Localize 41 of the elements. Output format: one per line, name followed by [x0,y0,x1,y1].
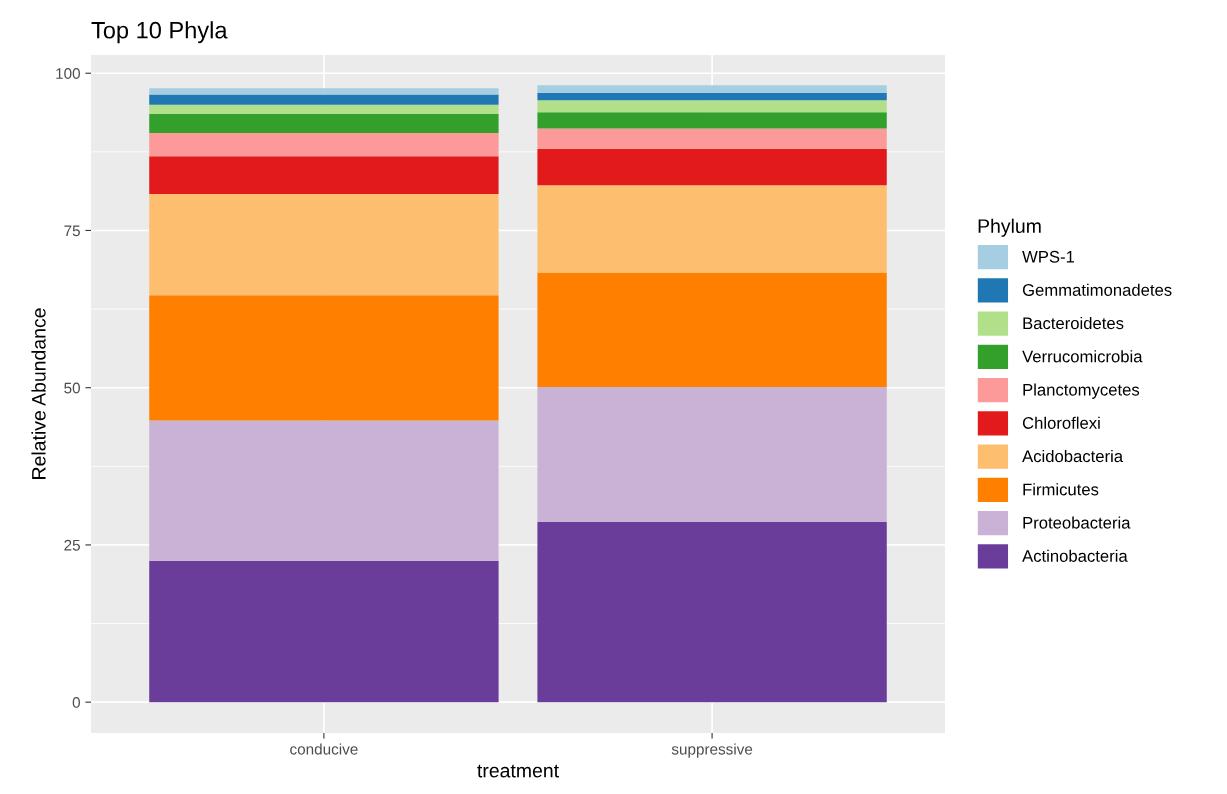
bar [537,148,887,186]
bar [537,112,887,129]
x-tick-label: conducive [290,743,358,755]
legend-label: Chloroflexi [1022,416,1100,429]
y-tick-label: 0 [72,697,80,708]
legend-label: Proteobacteria [1023,516,1131,529]
x-axis-title: treatment [477,764,559,778]
y-tick-label: 50 [64,382,80,394]
bar [149,132,499,157]
bar [149,104,499,115]
bar [537,100,887,113]
y-axis-title: Relative Abundance [31,308,46,479]
bar [537,185,887,273]
y-tick-label: 75 [64,225,80,237]
bar [149,114,499,133]
y-tick-label: 100 [56,68,80,79]
bar [537,85,887,93]
chart-title: Top 10 Phyla [91,21,228,44]
x-tick-label: suppressive [671,743,753,758]
legend-label: WPS-1 [1022,250,1075,263]
legend-label: Acidobacteria [1022,449,1124,463]
legend-title: Phylum [978,218,1041,237]
bar [149,94,499,105]
bar [149,295,499,421]
bar [537,92,887,101]
bar [149,194,499,296]
y-tick-label: 25 [64,539,80,551]
bar [149,560,499,703]
bar [149,156,499,194]
bar [537,272,887,388]
legend-label: Gemmatimonadetes [1022,283,1172,296]
bar [537,521,887,703]
bar [537,387,887,522]
bar [537,128,887,149]
bar [149,420,499,561]
bar [149,88,499,95]
legend-label: Firmicutes [1023,483,1099,496]
legend-label: Verrucomicrobia [1022,350,1143,363]
legend-label: Bacteroidetes [1023,316,1124,330]
legend-label: Planctomycetes [1023,383,1140,399]
legend-label: Actinobacteria [1022,549,1128,562]
